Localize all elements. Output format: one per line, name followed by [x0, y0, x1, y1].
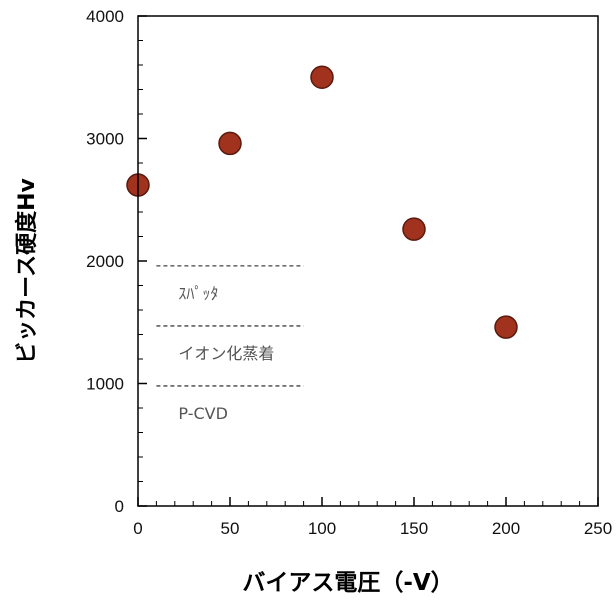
data-point: [310, 65, 334, 89]
data-point: [494, 315, 518, 339]
y-axis-title: ビッカース硬度Hv: [14, 178, 40, 364]
x-axis-ticks: 0 50 100 150 200 250: [133, 497, 612, 538]
data-point: [218, 131, 242, 156]
data-point: [402, 217, 426, 241]
x-tick-label: 200: [492, 519, 520, 538]
y-tick-label: 1000: [86, 375, 124, 394]
x-tick-label: 150: [400, 519, 428, 538]
data-points: [126, 65, 518, 339]
y-tick-label: 2000: [86, 252, 124, 271]
y-tick-label: 4000: [86, 7, 124, 26]
reference-line-label: P-CVD: [178, 404, 228, 423]
y-tick-label: 3000: [86, 130, 124, 149]
reference-line-label: ｽﾊﾟｯﾀ: [178, 284, 218, 303]
y-tick-label: 0: [115, 497, 124, 516]
reference-line-label: イオン化蒸着: [178, 344, 274, 363]
x-tick-label: 100: [308, 519, 336, 538]
x-tick-label: 0: [133, 519, 142, 538]
y-axis-ticks: 0 1000 2000 3000 4000: [86, 7, 147, 516]
x-tick-label: 50: [221, 519, 240, 538]
x-axis-title: バイアス電圧（-V）: [242, 569, 453, 596]
reference-lines: ｽﾊﾟｯﾀ イオン化蒸着 P-CVD: [156, 265, 304, 423]
plot-area-frame: [137, 15, 599, 507]
x-tick-label: 250: [584, 519, 612, 538]
